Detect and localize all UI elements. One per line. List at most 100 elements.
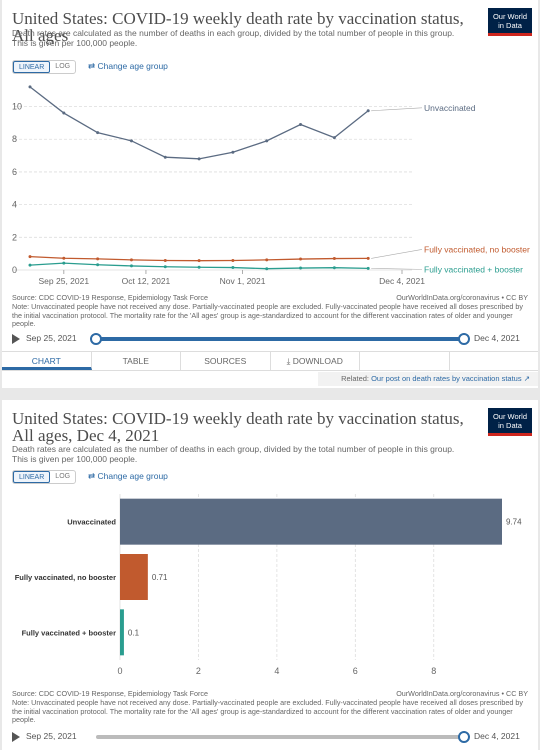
value-label: 0.1 bbox=[128, 628, 140, 637]
series-label-connector bbox=[371, 107, 423, 112]
change-age-group-button[interactable]: ⇄ Change age group bbox=[88, 471, 168, 481]
timeline-start-label: Sep 25, 2021 bbox=[26, 333, 77, 343]
play-icon[interactable] bbox=[12, 334, 20, 344]
owid-logo[interactable]: Our World in Data bbox=[488, 8, 532, 36]
y-tick-label: 0 bbox=[12, 265, 17, 275]
bar bbox=[120, 498, 502, 545]
bar bbox=[120, 554, 148, 600]
data-point bbox=[231, 266, 235, 270]
data-point bbox=[366, 256, 370, 260]
data-point bbox=[231, 259, 235, 263]
data-point bbox=[96, 257, 100, 261]
y-tick-label: 6 bbox=[12, 167, 17, 177]
scale-toggle: LINEAR LOG bbox=[12, 470, 77, 484]
chart-subtitle: Death rates are calculated as the number… bbox=[12, 444, 455, 464]
license-text[interactable]: OurWorldInData.org/coronavirus • CC BY bbox=[396, 293, 528, 302]
value-label: 0.71 bbox=[152, 573, 168, 582]
source-block: Source: CDC COVID-19 Response, Epidemiol… bbox=[12, 293, 528, 329]
x-tick-label: Nov 1, 2021 bbox=[220, 276, 266, 286]
tab-table[interactable]: TABLE bbox=[92, 352, 181, 370]
timeline-track[interactable] bbox=[96, 735, 464, 739]
log-button[interactable]: LOG bbox=[55, 473, 71, 480]
data-point bbox=[62, 256, 66, 260]
series-label: Fully vaccinated + booster bbox=[424, 264, 523, 274]
chart-subtitle: Death rates are calculated as the number… bbox=[12, 28, 455, 48]
source-block: Source: CDC COVID-19 Response, Epidemiol… bbox=[12, 689, 528, 725]
x-tick-label: Sep 25, 2021 bbox=[39, 276, 90, 286]
data-point bbox=[129, 258, 133, 262]
data-point bbox=[163, 265, 167, 269]
category-label: Fully vaccinated, no booster bbox=[15, 573, 116, 582]
data-point bbox=[332, 266, 336, 270]
data-point bbox=[332, 257, 336, 261]
license-text[interactable]: OurWorldInData.org/coronavirus • CC BY bbox=[396, 689, 528, 698]
y-tick-label: 8 bbox=[12, 134, 17, 144]
line-chart-plot: 0 2 4 6 8 10 Sep 25, 2021 Oct 12, 2021 Nov 1, 20… bbox=[12, 85, 530, 286]
play-icon[interactable] bbox=[12, 732, 20, 742]
note-text: Note: Unvaccinated people have not recei… bbox=[12, 697, 524, 725]
category-label: Fully vaccinated + booster bbox=[22, 628, 116, 637]
bar-chart-card: United States: COVID-19 weekly death rat… bbox=[2, 400, 538, 750]
timeline-start-handle[interactable] bbox=[90, 333, 102, 345]
x-tick-label: 4 bbox=[274, 666, 279, 676]
data-point bbox=[129, 264, 133, 268]
logo-line1: Our World bbox=[492, 12, 528, 21]
linear-button[interactable]: LINEAR bbox=[13, 61, 51, 73]
x-tick-label: Dec 4, 2021 bbox=[379, 276, 425, 286]
data-point bbox=[231, 150, 235, 154]
data-point bbox=[163, 259, 167, 263]
scale-toggle: LINEAR LOG bbox=[12, 60, 77, 74]
data-point bbox=[62, 111, 66, 115]
timeline-end-handle[interactable] bbox=[458, 333, 470, 345]
data-point bbox=[197, 265, 201, 269]
data-point bbox=[265, 139, 269, 143]
data-point bbox=[265, 258, 269, 262]
linear-button[interactable]: LINEAR bbox=[13, 471, 51, 483]
change-age-group-button[interactable]: ⇄ Change age group bbox=[88, 61, 168, 71]
x-tick-label: 2 bbox=[196, 666, 201, 676]
data-point bbox=[299, 123, 303, 127]
data-point bbox=[62, 261, 66, 265]
timeline-end-label: Dec 4, 2021 bbox=[474, 731, 520, 741]
chart-title: United States: COVID-19 weekly death rat… bbox=[12, 9, 464, 45]
source-text: Source: CDC COVID-19 Response, Epidemiol… bbox=[12, 293, 209, 302]
line-chart-card: United States: COVID-19 weekly death rat… bbox=[2, 0, 538, 388]
tab-download[interactable]: ⤓ DOWNLOAD bbox=[271, 352, 360, 370]
data-point bbox=[332, 136, 336, 140]
data-point bbox=[28, 255, 32, 259]
logo-line2: in Data bbox=[498, 421, 522, 430]
logo-line2: in Data bbox=[498, 21, 522, 30]
tab-bar: CHART TABLE SOURCES ⤓ DOWNLOAD bbox=[2, 351, 538, 371]
timeline-end-handle[interactable] bbox=[458, 731, 470, 743]
data-point bbox=[197, 157, 201, 161]
related-bar: Related: Our post on death rates by vacc… bbox=[318, 372, 538, 386]
related-link[interactable]: Our post on death rates by vaccination s… bbox=[371, 374, 522, 383]
timeline: Sep 25, 2021 Dec 4, 2021 bbox=[12, 332, 528, 348]
data-point bbox=[129, 139, 133, 143]
log-button[interactable]: LOG bbox=[55, 63, 71, 70]
data-point bbox=[28, 263, 32, 267]
x-tick-label: 0 bbox=[117, 666, 122, 676]
y-tick-label: 4 bbox=[12, 200, 17, 210]
tab-empty-2[interactable] bbox=[450, 352, 539, 370]
timeline-track[interactable] bbox=[96, 337, 464, 341]
series-label-connector bbox=[371, 268, 423, 270]
related-prefix: Related: bbox=[341, 374, 372, 383]
data-point bbox=[265, 267, 269, 271]
y-tick-label: 10 bbox=[12, 102, 22, 112]
tab-chart[interactable]: CHART bbox=[2, 352, 92, 370]
timeline-end-label: Dec 4, 2021 bbox=[474, 333, 520, 343]
y-tick-label: 2 bbox=[12, 232, 17, 242]
data-point bbox=[197, 259, 201, 263]
data-point bbox=[96, 263, 100, 267]
data-point bbox=[28, 85, 32, 89]
data-point bbox=[366, 109, 370, 113]
owid-logo[interactable]: Our World in Data bbox=[488, 408, 532, 436]
data-point bbox=[366, 266, 370, 270]
bar bbox=[120, 609, 124, 656]
data-point bbox=[163, 155, 167, 159]
tab-sources[interactable]: SOURCES bbox=[181, 352, 271, 370]
tab-empty-1[interactable] bbox=[360, 352, 450, 370]
external-link-icon[interactable]: ↗ bbox=[523, 374, 530, 383]
x-tick-label: Oct 12, 2021 bbox=[122, 276, 171, 286]
